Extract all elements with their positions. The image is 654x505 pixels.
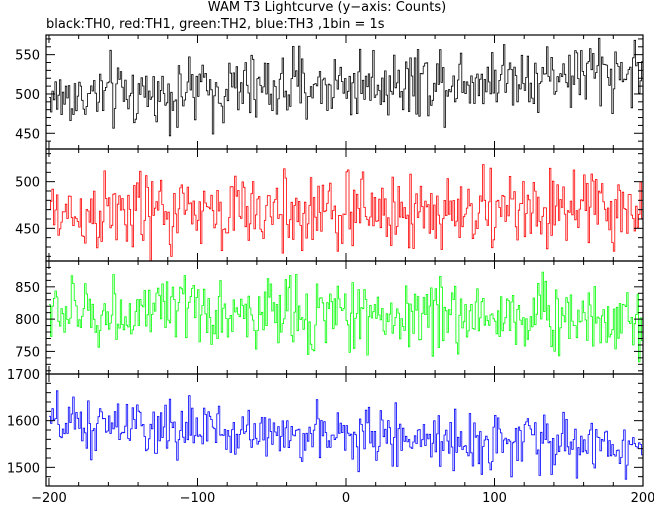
series-th0: [49, 37, 643, 137]
y-tick-label: 450: [15, 222, 40, 237]
y-tick-label: 1500: [7, 461, 40, 476]
x-tick-label: 0: [342, 491, 350, 505]
y-tick-label: 500: [15, 88, 40, 103]
y-tick-label: 750: [15, 345, 40, 360]
series-th1: [49, 164, 643, 261]
panel-th0: 450 500 550: [15, 34, 644, 150]
x-tick-label: 200: [631, 491, 654, 505]
panel-frame: [45, 260, 644, 375]
y-tick-label: 1700: [7, 368, 40, 383]
x-tick-label: −200: [31, 491, 67, 505]
x-tick-label: −100: [180, 491, 216, 505]
series-th3: [49, 390, 643, 480]
panel-th3: 1500 1600 1700: [7, 368, 644, 487]
y-tick-label: 500: [15, 176, 40, 191]
chart-subtitle: black:TH0, red:TH1, green:TH2, blue:TH3 …: [46, 17, 385, 32]
y-tick-label: 1600: [7, 415, 40, 430]
y-tick-label: 800: [15, 313, 40, 328]
panel-frame: [45, 148, 644, 262]
y-tick-label: 450: [15, 127, 40, 142]
y-tick-label: 850: [15, 281, 40, 296]
series-th2: [49, 271, 643, 363]
panel-th1: 450 500: [15, 148, 644, 262]
panel-th2: 750 800 850: [15, 260, 644, 375]
y-tick-label: 550: [15, 49, 40, 64]
x-tick-label: 100: [482, 491, 507, 505]
chart-title: WAM T3 Lightcurve (y−axis: Counts): [207, 0, 447, 15]
